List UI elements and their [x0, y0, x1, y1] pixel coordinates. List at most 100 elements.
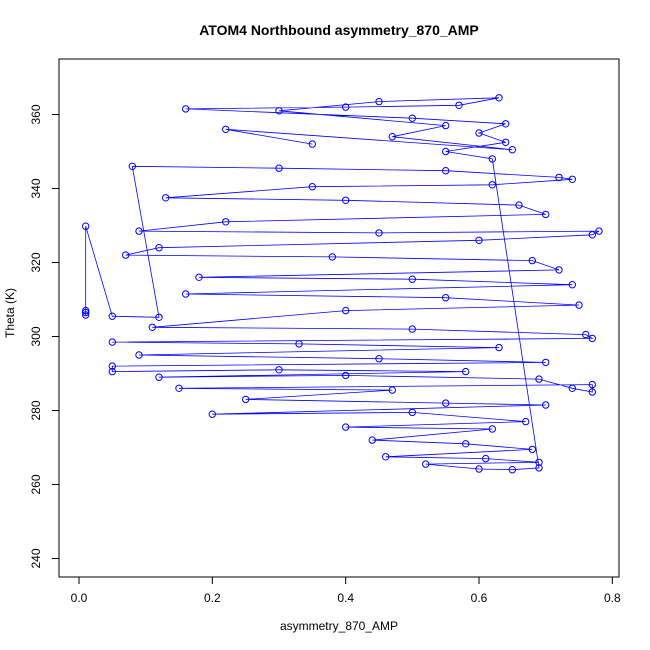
x-tick-label: 0.0 — [71, 591, 88, 605]
data-point — [328, 253, 336, 261]
data-point — [568, 281, 576, 289]
data-point — [375, 355, 383, 363]
data-point — [295, 340, 303, 348]
data-point — [502, 138, 510, 147]
data-point — [388, 386, 396, 394]
data-point — [275, 366, 283, 374]
data-point — [122, 251, 130, 259]
data-point — [308, 140, 316, 148]
data-point — [368, 436, 376, 444]
data-point — [408, 408, 416, 417]
data-point — [408, 275, 416, 283]
data-point — [82, 308, 90, 317]
data-point — [462, 367, 470, 376]
data-point — [488, 181, 496, 189]
data-point — [375, 229, 383, 237]
data-point — [442, 399, 450, 407]
data-point — [588, 231, 596, 239]
data-point — [588, 334, 596, 343]
chart-title: ATOM4 Northbound asymmetry_870_AMP — [199, 22, 479, 38]
data-point — [342, 103, 350, 111]
y-tick-label: 240 — [29, 548, 43, 568]
data-point — [135, 351, 143, 359]
data-point — [528, 445, 536, 454]
data-point — [342, 306, 350, 315]
data-point — [542, 401, 550, 409]
data-point — [442, 121, 450, 130]
data-point — [475, 129, 483, 137]
data-point — [275, 164, 283, 172]
data-point — [82, 311, 90, 319]
data-point — [542, 358, 550, 367]
data-point — [208, 410, 217, 418]
data-point — [108, 338, 117, 346]
data-point — [155, 373, 163, 381]
data-point — [388, 133, 396, 141]
data-point — [135, 227, 143, 235]
data-point — [502, 120, 510, 128]
data-layer — [82, 94, 603, 474]
data-point — [455, 101, 463, 110]
data-point — [155, 244, 163, 252]
data-point — [108, 367, 117, 376]
data-point — [308, 183, 316, 191]
data-point — [162, 194, 170, 202]
data-point — [475, 236, 483, 245]
data-point — [82, 306, 90, 315]
data-point — [522, 417, 530, 426]
data-point — [495, 343, 503, 352]
data-point — [555, 266, 563, 274]
data-point — [495, 94, 503, 102]
data-point — [535, 458, 543, 466]
y-tick-label: 360 — [29, 104, 43, 124]
data-point — [222, 125, 230, 134]
data-point — [442, 147, 450, 156]
data-point — [148, 323, 157, 331]
data-point — [442, 167, 450, 175]
data-point — [195, 273, 203, 281]
data-point — [182, 105, 190, 113]
data-point — [555, 173, 563, 182]
x-axis-label: asymmetry_870_AMP — [280, 619, 398, 633]
data-point — [535, 464, 543, 472]
data-point — [108, 362, 117, 370]
x-tick-label: 0.2 — [204, 591, 221, 605]
data-point — [475, 465, 483, 473]
series-line — [85, 97, 600, 471]
y-tick-label: 320 — [29, 252, 43, 272]
data-point — [575, 301, 583, 309]
data-point — [508, 466, 516, 474]
data-point — [588, 388, 596, 396]
data-point — [275, 107, 283, 115]
data-point — [408, 114, 416, 122]
y-tick-label: 300 — [29, 326, 43, 346]
data-point — [535, 375, 543, 383]
data-point — [375, 97, 383, 106]
data-point — [515, 201, 523, 209]
data-point — [182, 290, 190, 298]
y-tick-label: 260 — [29, 474, 43, 494]
data-point — [462, 440, 470, 448]
data-point — [568, 384, 576, 392]
y-axis-label: Theta (K) — [3, 288, 17, 338]
x-tick-label: 0.6 — [471, 591, 488, 605]
y-tick-label: 340 — [29, 178, 43, 198]
data-point — [128, 162, 137, 171]
data-point — [442, 294, 450, 302]
data-point — [342, 371, 350, 380]
data-point — [568, 175, 576, 184]
data-point — [595, 227, 603, 235]
data-point — [108, 312, 117, 320]
data-point — [242, 395, 250, 404]
data-point — [342, 423, 350, 431]
data-point — [382, 453, 390, 461]
data-point — [175, 384, 183, 392]
data-point — [342, 196, 350, 205]
x-tick-label: 0.8 — [604, 591, 621, 605]
data-point — [408, 325, 416, 333]
y-tick-label: 280 — [29, 400, 43, 420]
data-point — [222, 218, 230, 226]
data-point — [488, 425, 496, 433]
axes-layer: 0.0 0.2 0.4 0.6 0.8 240 260 280 300 320 340 360 — [29, 104, 621, 605]
data-point — [82, 222, 90, 230]
